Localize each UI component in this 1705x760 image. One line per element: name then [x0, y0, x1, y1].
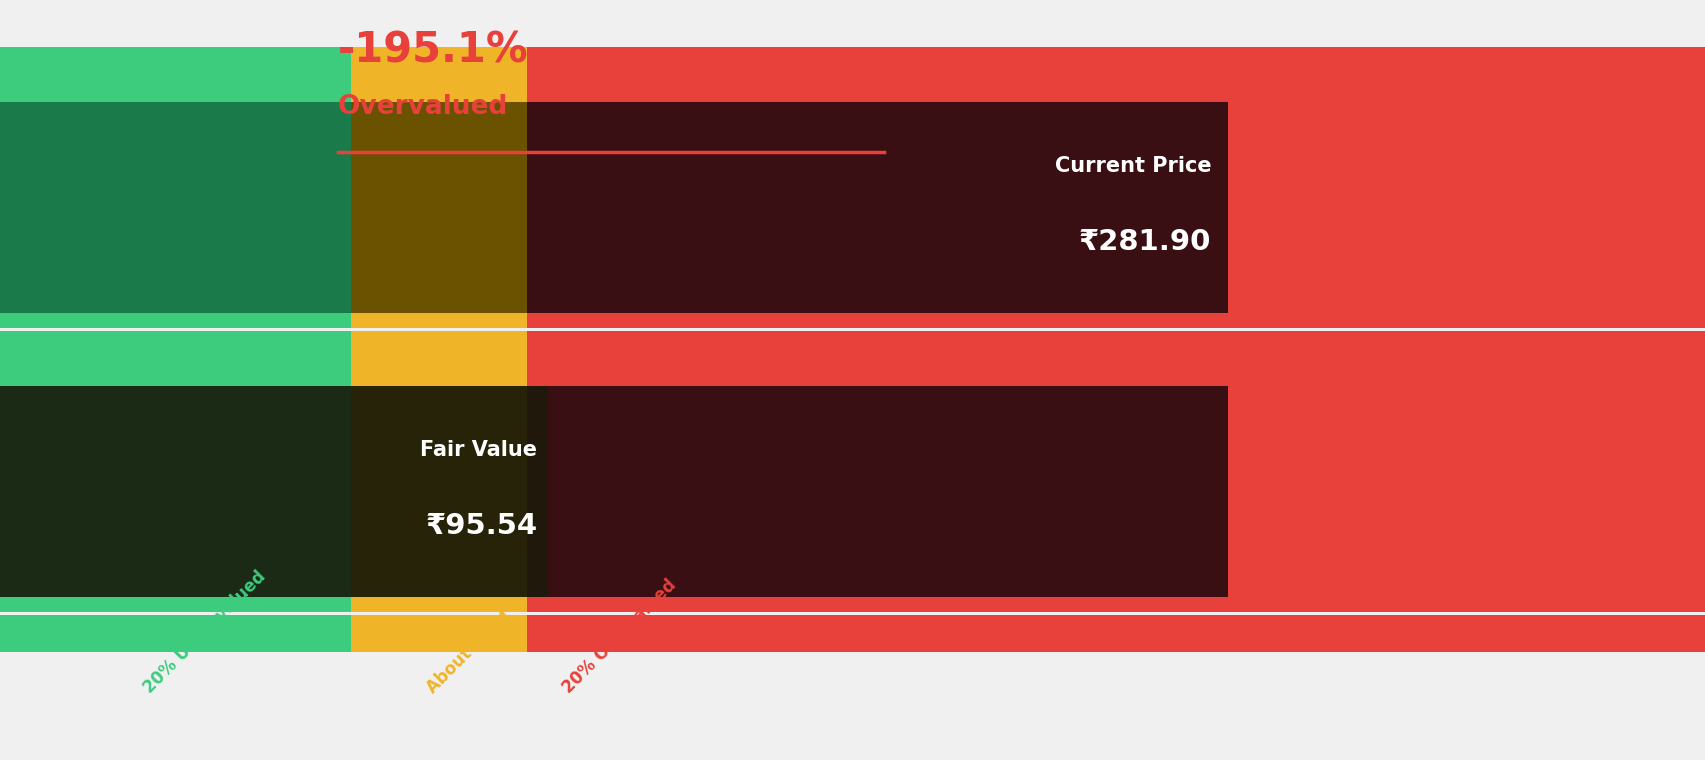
Bar [527, 47, 1705, 87]
Bar [351, 47, 527, 87]
Text: -195.1%: -195.1% [338, 29, 529, 71]
Bar [527, 616, 1705, 652]
Bar [0, 616, 351, 652]
Text: Fair Value: Fair Value [419, 440, 537, 460]
Bar [527, 386, 1228, 597]
Text: Overvalued: Overvalued [338, 94, 508, 120]
Bar [0, 371, 351, 612]
Bar [527, 331, 1705, 371]
Bar [1228, 102, 1705, 313]
Text: 20% Overvalued: 20% Overvalued [559, 576, 680, 697]
Bar [351, 331, 527, 371]
Text: 20% Undervalued: 20% Undervalued [140, 568, 269, 697]
Bar [351, 102, 527, 313]
Text: ₹95.54: ₹95.54 [425, 512, 537, 540]
Bar [527, 371, 1705, 612]
Text: ₹281.90: ₹281.90 [1078, 228, 1211, 256]
Bar [0, 331, 351, 371]
Text: About Right: About Right [423, 605, 515, 697]
Bar [527, 102, 1228, 313]
Bar [0, 386, 547, 597]
Bar [351, 386, 527, 597]
Bar [351, 87, 527, 328]
Bar [1228, 386, 1705, 597]
Text: Current Price: Current Price [1054, 156, 1211, 176]
Bar [0, 87, 351, 328]
Bar [351, 371, 527, 612]
Bar [527, 87, 1705, 328]
Bar [0, 47, 351, 87]
Bar [351, 616, 527, 652]
Bar [0, 386, 351, 597]
Bar [0, 102, 351, 313]
